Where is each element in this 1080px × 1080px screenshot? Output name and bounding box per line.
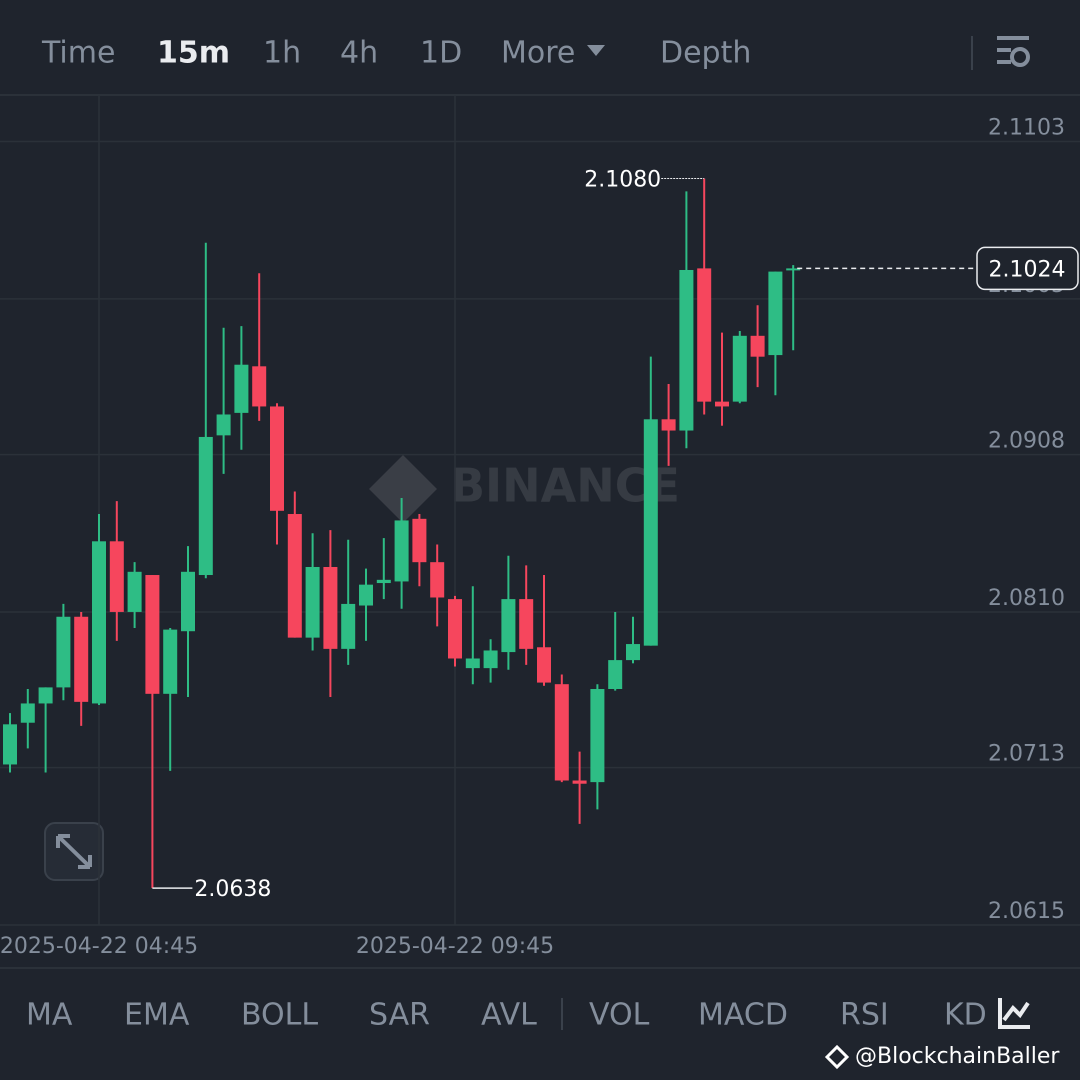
candle-body <box>537 647 551 683</box>
candle-body <box>501 599 516 653</box>
indicator-tab[interactable]: VOL <box>589 998 650 1033</box>
low-label: 2.0638 <box>194 877 271 902</box>
y-tick-label: 2.1103 <box>988 116 1065 141</box>
candle-body <box>715 401 729 407</box>
high-label: 2.1080 <box>584 167 661 192</box>
candle-body <box>38 687 53 704</box>
y-tick-label: 2.0908 <box>988 429 1065 454</box>
tab[interactable]: 1D <box>420 36 462 71</box>
indicator-tab[interactable]: AVL <box>481 998 537 1033</box>
candle-body <box>519 599 534 649</box>
candle-body <box>394 520 409 582</box>
candle-body <box>3 724 17 765</box>
y-tick-label: 2.0810 <box>988 586 1065 611</box>
x-tick-label: 2025-04-22 09:45 <box>356 934 554 959</box>
watermark-logo <box>824 1044 850 1070</box>
brand-diamond <box>369 455 437 523</box>
candle-body <box>305 566 320 638</box>
candle-body <box>56 616 71 688</box>
icon-gear <box>1010 47 1030 67</box>
candle-body <box>359 584 373 606</box>
candle-body <box>270 406 284 511</box>
candle-body <box>768 271 783 356</box>
indicator-tab[interactable]: RSI <box>840 998 889 1033</box>
indicator-tab[interactable]: KD <box>944 998 987 1033</box>
candle-body <box>198 436 213 576</box>
y-tick-label: 2.0713 <box>988 742 1065 767</box>
chart-type-icon[interactable] <box>998 998 1030 1029</box>
icon-bar <box>997 48 1011 52</box>
tab[interactable]: 15m <box>157 36 230 71</box>
tab[interactable]: Depth <box>660 36 751 71</box>
more-caret[interactable] <box>587 45 605 56</box>
candle-body <box>287 514 302 638</box>
candle-body <box>145 575 160 694</box>
candle-body <box>109 541 124 612</box>
candle-body <box>679 269 694 431</box>
tab[interactable]: 1h <box>263 36 301 71</box>
tab[interactable]: Time <box>41 36 115 71</box>
candle-body <box>20 703 35 723</box>
candle-body <box>127 571 142 612</box>
candle-body <box>412 518 427 563</box>
watermark: @BlockchainBaller <box>855 1044 1060 1069</box>
candle-body <box>750 335 765 357</box>
candle-body <box>643 419 658 646</box>
candle-body <box>341 603 356 649</box>
candle-body <box>376 579 391 584</box>
candle-body <box>554 684 569 781</box>
candle-body <box>661 419 676 431</box>
last-price-box <box>976 246 1079 291</box>
candle-body <box>572 780 587 784</box>
candle-body <box>216 414 231 436</box>
brand-watermark: BINANCE <box>450 459 680 513</box>
icon-bar <box>997 60 1011 64</box>
candle-body <box>252 366 267 407</box>
candle-body <box>697 268 712 402</box>
last-price-label: 2.1024 <box>989 257 1066 282</box>
candle-body <box>590 689 605 783</box>
y-tick-label: 2.0615 <box>988 899 1065 924</box>
tab[interactable]: More <box>501 36 575 71</box>
indicator-tab[interactable]: EMA <box>124 998 190 1033</box>
candle-body <box>483 650 498 669</box>
indicator-tab[interactable]: SAR <box>369 998 430 1033</box>
candle-body <box>732 335 747 402</box>
candle-body <box>323 566 338 649</box>
candle-body <box>448 599 462 659</box>
indicator-tab[interactable]: BOLL <box>241 998 318 1033</box>
indicator-tab[interactable]: MACD <box>698 998 788 1033</box>
grid <box>98 95 456 925</box>
candle-body <box>465 658 480 669</box>
expand-icon <box>56 834 92 869</box>
candle-body <box>74 616 89 702</box>
brand-logo <box>369 455 437 523</box>
candle-body <box>92 541 106 704</box>
candle-body <box>608 660 623 690</box>
x-tick-label: 2025-04-22 04:45 <box>0 934 198 959</box>
candle-body <box>163 629 178 694</box>
candle-body <box>181 571 195 632</box>
candle-body <box>786 268 801 271</box>
icon-bar <box>997 36 1029 40</box>
candle-body <box>234 364 249 413</box>
candle-body <box>626 644 640 661</box>
settings-icon[interactable] <box>997 36 1030 67</box>
indicator-tab[interactable]: MA <box>26 998 73 1033</box>
candle-body <box>430 562 445 598</box>
tab[interactable]: 4h <box>340 36 378 71</box>
expand-button[interactable] <box>44 822 104 881</box>
